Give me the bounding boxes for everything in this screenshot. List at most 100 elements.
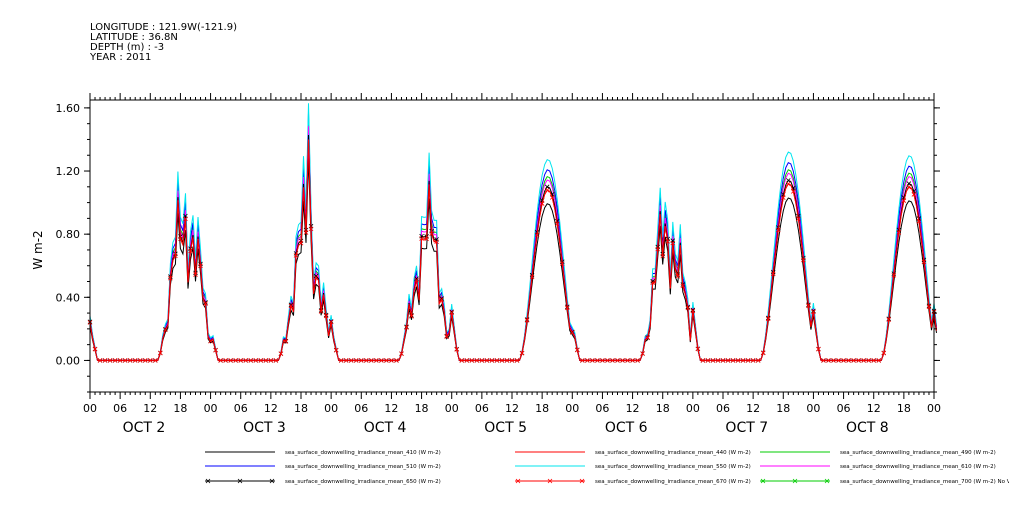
series-marker-7: [725, 358, 731, 363]
series-marker-7: [283, 339, 289, 344]
series-line-0: [89, 157, 937, 361]
x-tick-label: 12: [505, 402, 519, 415]
series-marker-7: [715, 358, 721, 363]
series-marker-7: [700, 358, 706, 363]
series-marker-7: [489, 358, 495, 363]
series-marker-7: [353, 358, 359, 363]
series-marker-7: [414, 277, 419, 283]
series-marker-7: [600, 358, 605, 363]
series-marker-7: [439, 297, 444, 302]
series-marker-7: [258, 358, 264, 363]
series-marker-7: [323, 313, 329, 319]
series-marker-6: [439, 296, 444, 301]
series-marker-6: [414, 276, 419, 281]
series-marker-7: [529, 274, 535, 280]
plot-frame: [89, 99, 935, 393]
x-tick-label: 06: [595, 402, 609, 415]
series-marker-7: [710, 358, 716, 363]
x-tick-label: 12: [143, 402, 157, 415]
series-line-3: [89, 112, 937, 361]
header-block: LONGITUDE : 121.9W(-121.9) LATITUDE : 36…: [89, 22, 237, 63]
series-marker-7: [801, 257, 806, 263]
series-marker-6: [544, 184, 550, 190]
series-marker-7: [484, 358, 490, 363]
series-marker-7: [394, 358, 399, 363]
legend-marker: [824, 478, 830, 484]
x-day-label: OCT 3: [243, 420, 286, 436]
series-marker-7: [288, 303, 294, 309]
series-marker-7: [836, 358, 841, 363]
series-marker-7: [203, 301, 208, 306]
series-marker-7: [816, 346, 821, 352]
series-marker-7: [655, 246, 660, 252]
x-tick-label: 06: [354, 402, 368, 415]
series-marker-7: [559, 261, 565, 266]
series-marker-7: [926, 304, 932, 310]
series-marker-7: [348, 358, 354, 363]
legend-marker: [760, 478, 766, 484]
series-marker-7: [605, 358, 610, 363]
series-marker-7: [183, 216, 188, 222]
series-marker-7: [338, 358, 344, 363]
legend-label: sea_surface_downwelling_irradiance_mean_…: [840, 479, 1009, 485]
series-line-2: [89, 121, 937, 361]
series-marker-7: [313, 275, 319, 281]
x-tick-label: 18: [776, 402, 790, 415]
series-marker-7: [318, 309, 324, 314]
axes-layer: 0.00 0.40 0.80 1.20 1.60 00 06 12 18 00 06 12 18 00 06…: [56, 93, 941, 436]
y-tick-label: 1.20: [56, 165, 81, 178]
x-tick-label: 00: [686, 402, 700, 415]
header-depth: DEPTH (m) : -3: [90, 42, 164, 53]
series-marker-7: [635, 358, 640, 363]
series-marker-7: [524, 318, 530, 323]
series-marker-7: [298, 240, 304, 246]
series-marker-7: [585, 358, 590, 363]
series-marker-7: [620, 358, 625, 363]
x-day-label: OCT 6: [605, 420, 648, 436]
series-marker-7: [213, 347, 218, 353]
x-tick-label: 00: [83, 402, 97, 415]
series-marker-7: [610, 358, 615, 363]
series-marker-7: [575, 347, 580, 353]
series-marker-7: [469, 358, 475, 363]
series-marker-7: [806, 303, 811, 309]
x-tick-label: 00: [565, 402, 579, 415]
series-marker-7: [625, 358, 630, 363]
series-line-1: [89, 139, 937, 361]
series-marker-7: [228, 358, 233, 363]
legend-label: sea_surface_downwelling_irradiance_mean_…: [285, 464, 441, 470]
x-tick-label: 00: [204, 402, 218, 415]
series-marker-7: [97, 358, 103, 363]
series-marker-7: [248, 358, 254, 363]
legend-marker: [547, 478, 553, 484]
series-marker-7: [786, 181, 791, 187]
series-marker-6: [328, 319, 334, 324]
x-day-label: OCT 4: [364, 420, 407, 436]
series-marker-6: [811, 308, 816, 314]
x-tick-label: 00: [324, 402, 338, 415]
series-marker-7: [695, 346, 701, 352]
series-marker-7: [364, 358, 369, 363]
x-tick-label: 18: [897, 402, 911, 415]
series-marker-7: [871, 358, 876, 363]
legend-marker: [792, 478, 798, 484]
x-tick-label: 06: [837, 402, 851, 415]
series-marker-7: [549, 195, 555, 200]
series-marker-7: [509, 358, 515, 363]
series-marker-6: [690, 307, 696, 313]
series-marker-7: [198, 263, 203, 269]
series-marker-7: [223, 358, 228, 363]
series-marker-7: [479, 358, 485, 363]
series-marker-7: [389, 358, 394, 363]
series-marker-7: [369, 358, 374, 363]
series-marker-7: [459, 358, 465, 363]
series-marker-7: [449, 310, 454, 315]
series-marker-7: [218, 358, 223, 363]
series-marker-6: [786, 178, 791, 183]
series-marker-7: [359, 358, 364, 363]
series-marker-7: [740, 358, 746, 363]
series-marker-7: [404, 325, 409, 330]
legend-label: sea_surface_downwelling_irradiance_mean_…: [595, 450, 751, 456]
series-marker-7: [92, 346, 98, 352]
series-marker-7: [745, 358, 751, 363]
